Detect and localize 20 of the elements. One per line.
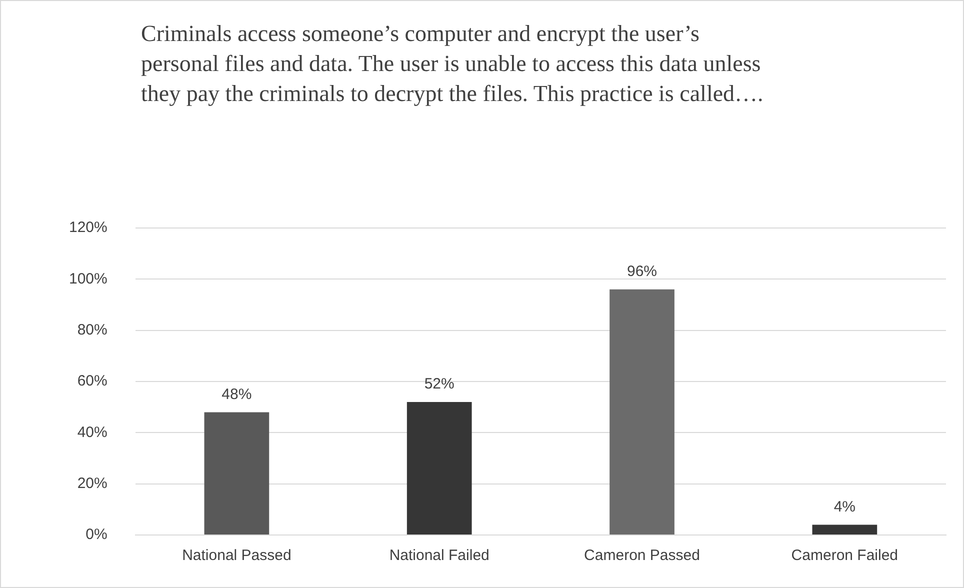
y-tick-label: 20%: [77, 474, 108, 492]
data-label: 52%: [424, 376, 454, 393]
bar: [204, 412, 270, 534]
x-tick-label: Cameron Failed: [791, 547, 898, 564]
data-label: 48%: [222, 386, 252, 403]
bar: [406, 402, 472, 534]
y-tick-label: 80%: [77, 321, 108, 338]
x-tick-label: National Passed: [182, 547, 292, 564]
y-tick-label: 40%: [77, 424, 108, 441]
y-tick-label: 0%: [86, 526, 108, 544]
bar: [610, 289, 674, 534]
x-tick-label: Cameron Passed: [584, 547, 700, 564]
y-tick-label: 120%: [68, 219, 108, 236]
data-label: 4%: [834, 498, 856, 516]
data-label: 96%: [626, 263, 658, 280]
chart-title: Criminals access someone’s computer and encrypt the user’s personal files and data. The user is unable to access this data unless they pay the criminals to decrypt the files. This practice is called….: [141, 20, 764, 108]
bar: [812, 524, 878, 534]
x-tick-label: National Failed: [389, 547, 490, 564]
y-tick-label: 100%: [68, 270, 108, 288]
y-tick-label: 60%: [77, 372, 108, 390]
